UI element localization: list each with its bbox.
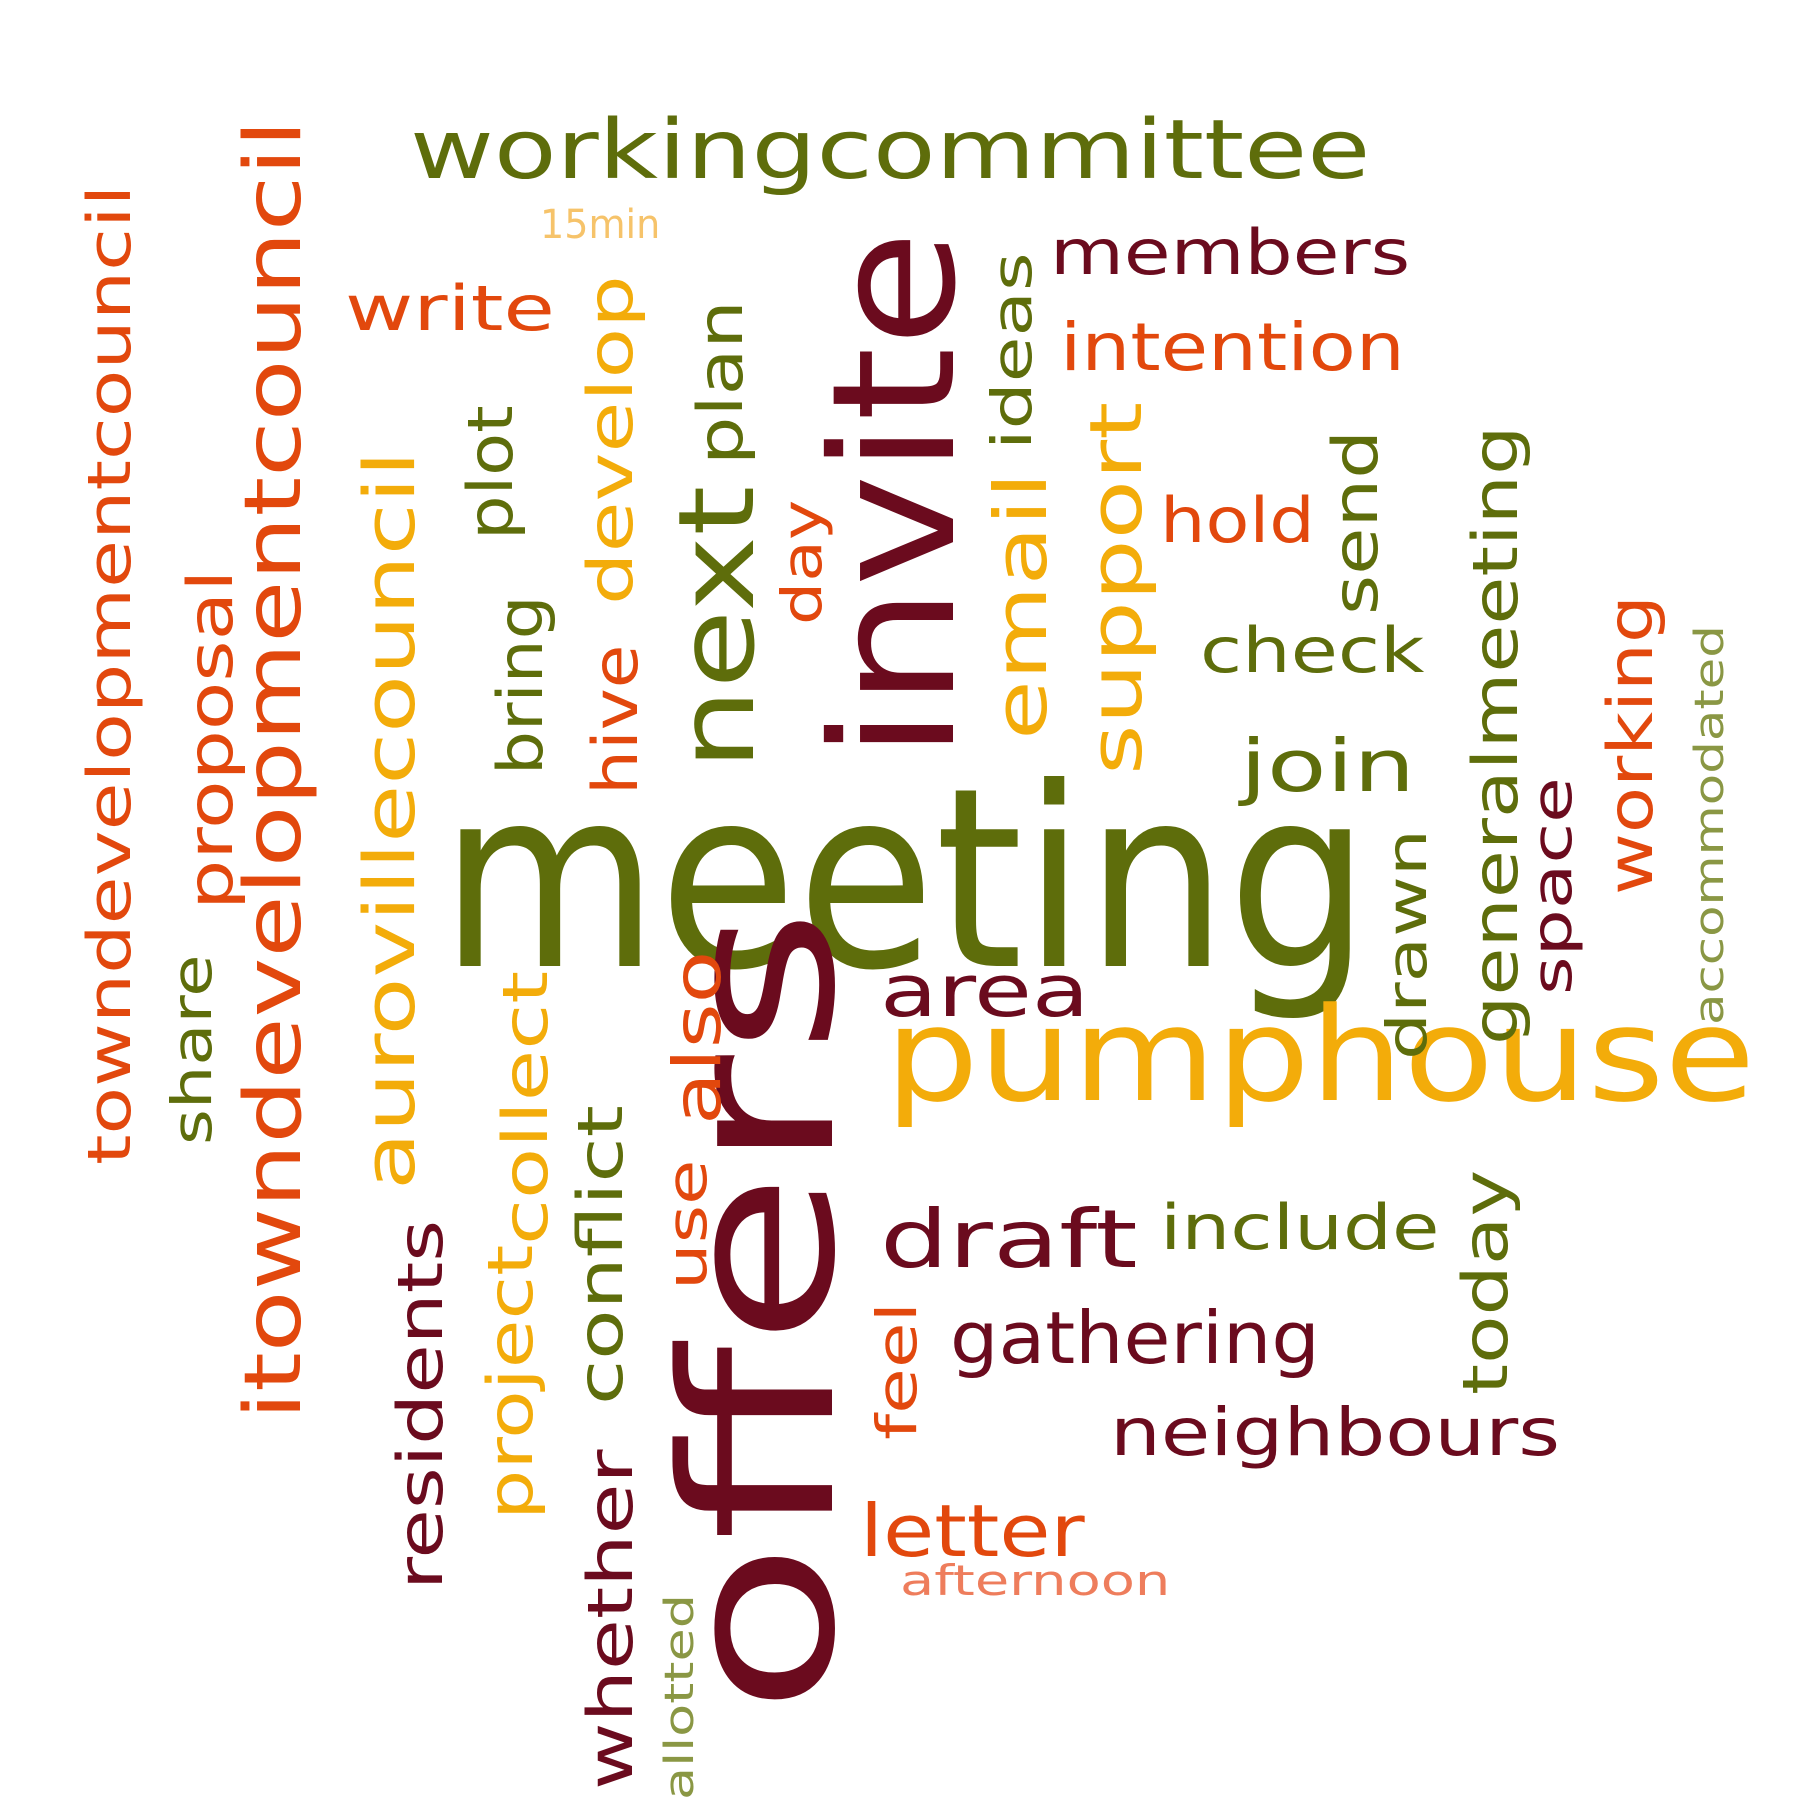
word-generalmeeting: generalmeeting [1459,425,1532,1045]
word-ideas: ideas [980,252,1044,450]
word-feel: feel [865,1301,929,1440]
word-day: day [770,499,834,625]
word-gathering: gathering [950,1296,1320,1380]
word-intention: intention [1060,309,1405,386]
word-workingcommittee: workingcommittee [410,103,1371,198]
word-members: members [1050,216,1411,289]
word-neighbours: neighbours [1110,1394,1561,1471]
word-15min: 15min [540,202,661,248]
word-afternoon: afternoon [900,1556,1171,1605]
word-support: support [1074,401,1158,775]
word-whether: whether [574,1449,647,1790]
word-next: next [656,485,778,770]
word-bring: bring [484,595,557,775]
word-email: email [979,471,1063,740]
word-accommodated: accommodated [1687,625,1733,1025]
word-area: area [880,949,1090,1033]
word-invite: invite [796,229,994,760]
word-residents: residents [384,1219,457,1590]
word-working: working [1594,594,1667,895]
word-aurovillecouncil: aurovillecouncil [349,450,431,1190]
word-include: include [1160,1191,1440,1264]
word-space: space [1520,777,1584,995]
word-letter: letter [860,1489,1085,1573]
word-write: write [345,272,555,345]
word-today: today [1449,1169,1522,1395]
word-hive: hive [579,644,652,795]
word-share: share [160,954,224,1145]
word-meeting: meeting [440,734,1371,1025]
word-proposal: proposal [174,569,247,910]
word-hold: hold [1160,484,1315,557]
word-plan: plan [684,300,757,465]
word-join: join [1240,724,1416,808]
word-also: also [659,950,736,1125]
word-use: use [655,1159,719,1290]
word-collect: collect [489,970,562,1245]
word-send: send [1319,429,1392,615]
word-pumphouse: pumphouse [885,979,1756,1131]
word-project: project [474,1244,547,1520]
word-check: check [1200,614,1425,687]
word-drawn: drawn [1375,829,1439,1060]
word-allotted: allotted [657,1594,703,1800]
word-conflict: conflict [564,1105,637,1405]
word-towndevelopmentcouncil: towndevelopmentcouncil [75,184,145,1165]
word-plot: plot [454,405,527,540]
word-draft: draft [880,1193,1138,1286]
word-develop: develop [574,275,647,605]
